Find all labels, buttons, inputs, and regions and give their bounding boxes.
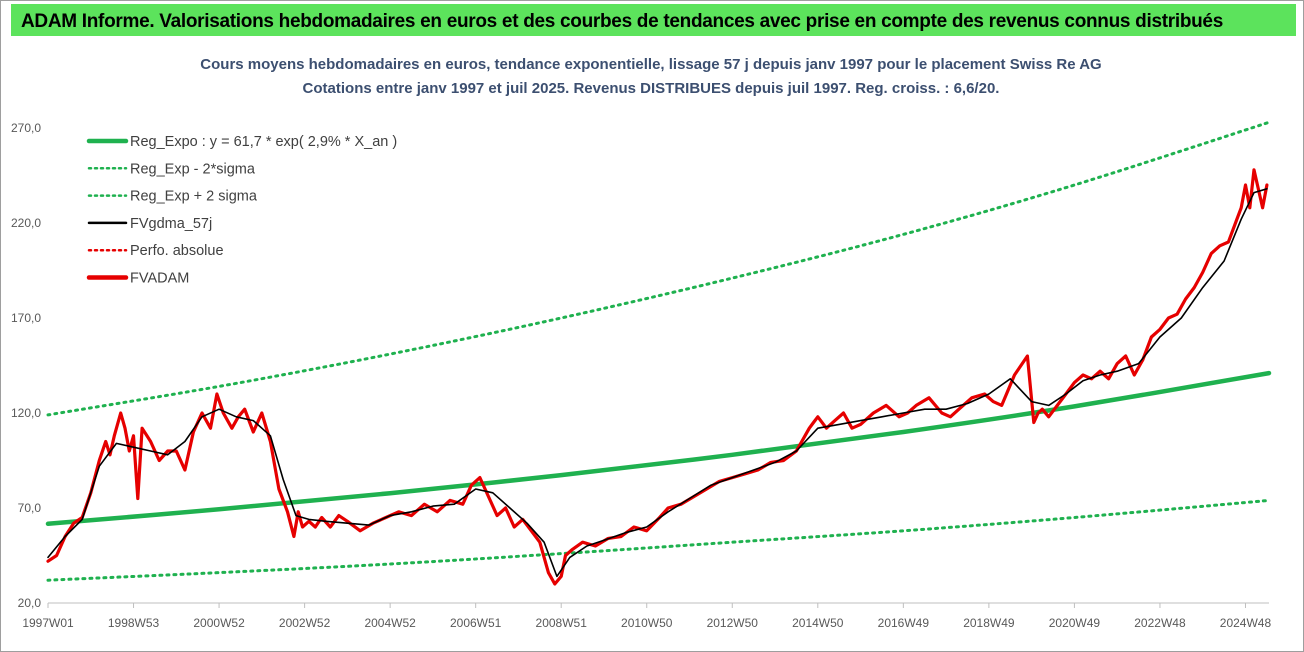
legend-label: Reg_Exp + 2 sigma (130, 189, 258, 205)
x-tick-label: 2016W49 (878, 616, 930, 630)
y-tick-label: 70,0 (18, 501, 42, 515)
x-tick-label: 1998W53 (108, 616, 160, 630)
legend-label: FVADAM (130, 271, 189, 287)
series-lines (45, 120, 1272, 586)
y-tick-label: 20,0 (18, 596, 42, 610)
y-tick-label: 220,0 (11, 216, 41, 230)
y-tick-label: 170,0 (11, 311, 41, 325)
legend-label: Reg_Exp - 2*sigma (130, 161, 256, 177)
chart-title-line-2: Cotations entre janv 1997 et juil 2025. … (302, 80, 1000, 97)
y-tick-label: 270,0 (11, 121, 41, 135)
x-tick-label: 2002W52 (279, 616, 331, 630)
x-tick-label: 2006W51 (450, 616, 502, 630)
x-tick-label: 2000W52 (193, 616, 245, 630)
legend-label: Reg_Expo : y = 61,7 * exp( 2,9% * X_an ) (130, 134, 397, 150)
page-title: ADAM Informe. Valorisations hebdomadaire… (21, 11, 1223, 32)
series-reg-plus-2sigma (46, 120, 1271, 417)
series-reg-minus-2sigma (46, 498, 1271, 582)
series-fvgdma-57j (47, 188, 1268, 578)
x-tick-label: 2010W50 (621, 616, 673, 630)
series-fvadam (46, 168, 1269, 586)
x-tick-label: 2020W49 (1049, 616, 1101, 630)
x-tick-label: 2008W51 (536, 616, 588, 630)
x-tick-label: 2022W48 (1134, 616, 1186, 630)
x-tick-label: 2004W52 (364, 616, 416, 630)
x-tick-label: 2014W50 (792, 616, 844, 630)
x-tick-label: 2018W49 (963, 616, 1015, 630)
x-tick-label: 1997W01 (22, 616, 74, 630)
header-banner: ADAM Informe. Valorisations hebdomadaire… (11, 4, 1296, 36)
x-tick-label: 2012W50 (707, 616, 759, 630)
axes: 20,0 70,0 120,0 170,0 220,0 270,0 1997W01 1998W… (11, 121, 1272, 630)
legend-label: Perfo. absolue (130, 243, 224, 259)
legend-label: FVgdma_57j (130, 216, 212, 232)
series-reg-expo (45, 370, 1272, 527)
chart-title-line-1: Cours moyens hebdomadaires en euros, ten… (200, 56, 1102, 73)
x-tick-label: 2024W48 (1220, 616, 1272, 630)
legend: Reg_Expo : y = 61,7 * exp( 2,9% * X_an )… (86, 134, 397, 287)
y-tick-label: 120,0 (11, 406, 41, 420)
